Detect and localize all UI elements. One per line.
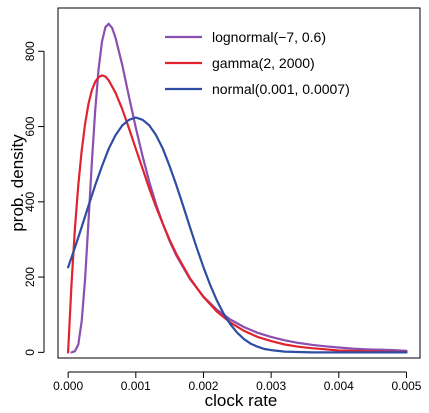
legend-label-1: lognormal(−7, 0.6)	[212, 29, 326, 45]
y-tick-label: 200	[23, 267, 37, 287]
legend: lognormal(−7, 0.6) gamma(2, 2000) normal(0…	[165, 29, 350, 97]
x-tick-label: 0.001	[121, 379, 151, 393]
legend-label-2: gamma(2, 2000)	[212, 55, 315, 71]
x-tick-label: 0.003	[256, 379, 286, 393]
y-tick-label: 600	[23, 116, 37, 136]
plot-frame	[57, 7, 421, 359]
series-line-1	[70, 22, 408, 354]
series-layer	[66, 22, 408, 354]
legend-label-3: normal(0.001, 0.0007)	[212, 81, 350, 97]
series-line-2	[66, 74, 408, 354]
x-tick-label: 0.004	[324, 379, 354, 393]
axes-layer: 0.000 0.001 0.002 0.003 0.004 0.005 0 200 400 600…	[23, 41, 422, 393]
x-tick-label: 0.000	[53, 379, 83, 393]
y-tick-label: 800	[23, 41, 37, 61]
y-axis-title: prob. density	[8, 134, 27, 232]
y-tick-label: 400	[23, 191, 37, 211]
x-tick-label: 0.002	[188, 379, 218, 393]
y-tick-label: 0	[23, 349, 37, 356]
x-axis-title: clock rate	[205, 391, 278, 410]
series-line-3	[66, 116, 408, 354]
x-tick-label: 0.005	[391, 379, 421, 393]
